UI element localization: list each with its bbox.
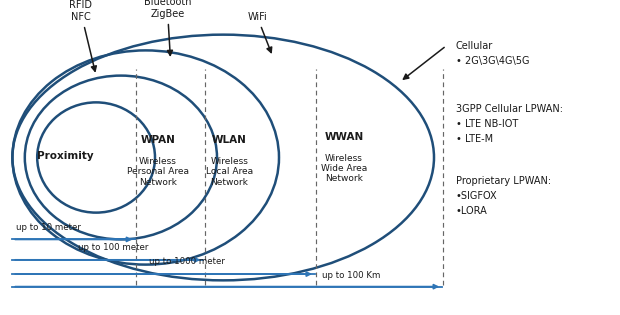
Text: up to 100 meter: up to 100 meter — [78, 243, 148, 252]
Text: Wireless
Personal Area
Network: Wireless Personal Area Network — [127, 157, 189, 186]
Text: WWAN: WWAN — [324, 132, 364, 142]
Text: Proximity: Proximity — [37, 151, 94, 161]
Text: WPAN: WPAN — [141, 135, 175, 145]
Text: Wireless
Wide Area
Network: Wireless Wide Area Network — [321, 154, 367, 183]
Text: WiFi: WiFi — [247, 12, 272, 53]
Text: RFID
NFC: RFID NFC — [69, 0, 96, 71]
Text: Cellular
• 2G\3G\4G\5G: Cellular • 2G\3G\4G\5G — [456, 41, 529, 66]
Text: WLAN: WLAN — [212, 135, 247, 145]
Text: up to 10 meter: up to 10 meter — [16, 222, 81, 232]
Text: 3GPP Cellular LPWAN:
• LTE NB-IOT
• LTE-M: 3GPP Cellular LPWAN: • LTE NB-IOT • LTE-… — [456, 104, 563, 144]
Text: Proprietary LPWAN:
•SIGFOX
•LORA: Proprietary LPWAN: •SIGFOX •LORA — [456, 176, 551, 216]
Text: Wireless
Local Area
Network: Wireless Local Area Network — [206, 157, 253, 186]
Text: up to 100 Km: up to 100 Km — [322, 271, 381, 280]
Text: Bluetooth
ZigBee: Bluetooth ZigBee — [144, 0, 191, 55]
Text: up to 1000 meter: up to 1000 meter — [149, 257, 224, 266]
